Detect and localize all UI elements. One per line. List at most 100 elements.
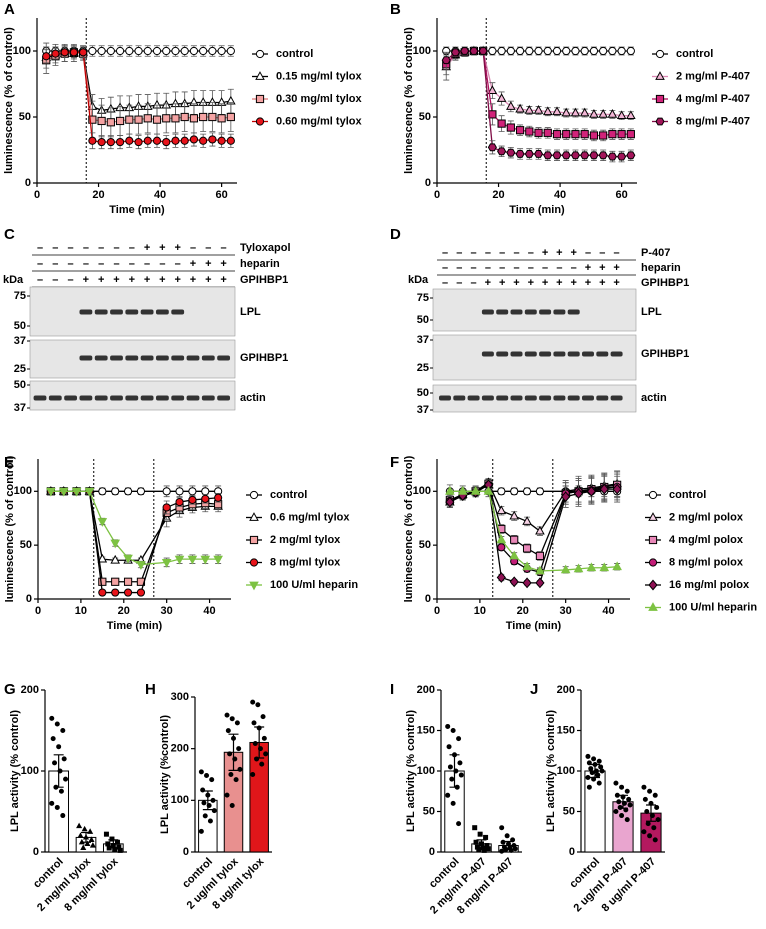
x-tick-label: 30 — [161, 605, 173, 617]
y-tick-label: 100 — [413, 485, 431, 497]
lane-sign: – — [83, 242, 89, 254]
legend-marker — [255, 49, 265, 59]
x-tick-label: 40 — [602, 605, 614, 617]
data-point — [208, 46, 217, 56]
lane-sign: – — [175, 258, 181, 270]
data-point — [573, 488, 584, 499]
legend-marker — [249, 535, 259, 545]
data-point — [596, 758, 602, 764]
blot-band — [155, 355, 169, 361]
data-point — [259, 761, 265, 767]
kda-marker: 50 — [14, 320, 26, 332]
data-point — [134, 46, 143, 56]
legend-label: control — [669, 489, 706, 501]
data-point — [506, 123, 515, 132]
data-point — [228, 772, 234, 777]
data-point — [214, 493, 223, 502]
lane-sign: – — [599, 247, 605, 259]
blot-band — [140, 309, 154, 315]
data-point — [237, 766, 243, 772]
legend-marker — [249, 490, 259, 500]
error-bar — [449, 754, 460, 788]
lane-sign: – — [205, 242, 211, 254]
data-point — [595, 772, 601, 778]
legend-label: 100 U/ml heparin — [270, 579, 358, 591]
bar — [584, 770, 606, 853]
legend-label: 0.60 mg/ml tylox — [276, 115, 362, 127]
data-point — [162, 503, 171, 512]
y-tick-label: 50 — [19, 111, 31, 123]
data-point — [607, 152, 617, 161]
lane-sign: – — [68, 258, 74, 270]
y-tick-label: 100 — [13, 45, 31, 57]
row-label: GPIHBP1 — [240, 274, 288, 286]
panel-label: B — [390, 1, 401, 18]
blot-band — [481, 395, 494, 401]
data-point — [175, 487, 184, 496]
lane-sign: – — [83, 258, 89, 270]
data-point — [641, 784, 647, 790]
data-point — [457, 760, 463, 766]
data-point — [201, 494, 210, 503]
data-point — [60, 728, 66, 733]
data-point — [599, 131, 608, 140]
data-point — [226, 46, 235, 56]
data-point — [644, 809, 650, 814]
data-point — [560, 564, 571, 574]
y-tick-label: 50 — [563, 805, 575, 817]
data-point — [224, 712, 230, 718]
data-point — [496, 534, 507, 544]
data-point — [136, 561, 146, 570]
panel-label: J — [530, 681, 538, 698]
lane-sign: – — [442, 277, 448, 289]
data-point — [599, 768, 605, 774]
legend-marker — [249, 512, 259, 521]
legend-label: 8 mg/ml P-407 — [676, 115, 750, 127]
data-point — [585, 753, 591, 759]
strip-label: actin — [641, 392, 667, 404]
data-point — [562, 46, 571, 56]
y-tick-label: 0 — [569, 846, 575, 858]
y-axis-label: LPL activity (% control) — [545, 710, 557, 832]
data-point — [136, 588, 146, 597]
error-bar — [228, 733, 239, 771]
data-point — [524, 150, 534, 158]
data-point — [56, 744, 62, 750]
data-point — [252, 741, 258, 746]
legend-marker — [655, 71, 665, 80]
error-bar — [108, 839, 119, 849]
y-tick-label: 200 — [417, 684, 435, 696]
legend-label: 2 mg/ml P-407 — [676, 70, 750, 82]
y-tick-label: 100 — [171, 794, 189, 806]
data-point — [180, 46, 189, 56]
lane-sign: + — [542, 247, 548, 259]
legend-marker — [249, 558, 259, 567]
y-tick-label: 0 — [25, 177, 31, 189]
data-point — [187, 555, 198, 565]
x-tick-label: 30 — [560, 605, 572, 617]
lane-sign: + — [585, 277, 591, 289]
data-point — [596, 780, 602, 786]
data-point — [487, 143, 497, 152]
data-point — [580, 46, 589, 56]
legend-marker — [648, 490, 658, 500]
data-point — [61, 756, 67, 762]
lane-sign: – — [499, 247, 505, 259]
data-point — [105, 841, 111, 847]
x-tick-label: 0 — [434, 189, 440, 201]
data-point — [450, 48, 460, 57]
data-point — [143, 46, 152, 56]
data-point — [115, 46, 125, 56]
y-tick-label: 0 — [429, 846, 435, 858]
legend-label: 8 mg/ml polox — [669, 556, 744, 568]
data-point — [134, 115, 143, 124]
blot-band — [610, 395, 623, 401]
y-axis-label: LPL activity (% control) — [9, 710, 21, 832]
data-point — [208, 112, 217, 122]
blot-band — [510, 395, 523, 401]
data-point — [162, 137, 171, 147]
data-point — [49, 715, 55, 721]
data-point — [607, 109, 618, 118]
lane-sign: – — [52, 242, 58, 254]
lane-sign: – — [585, 247, 591, 259]
